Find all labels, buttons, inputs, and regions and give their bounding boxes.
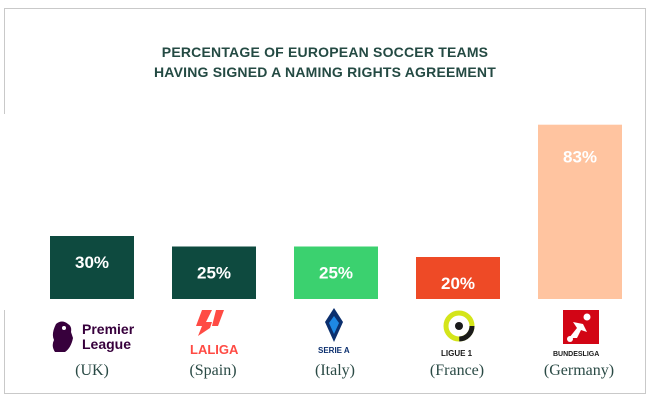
- bundesliga-icon: BUNDESLIGA: [553, 310, 599, 358]
- category-label-spain: (Spain): [189, 362, 237, 379]
- category-label-france: (France): [429, 362, 485, 379]
- bar-value-label-france: 20%: [441, 274, 475, 293]
- bar-spain: [172, 246, 256, 299]
- category-label-uk: (UK): [75, 362, 109, 379]
- category-label-italy: (Italy): [315, 362, 355, 379]
- bar-value-label-germany: 83%: [563, 148, 597, 167]
- ligue-1-icon: LIGUE 1: [441, 310, 475, 358]
- chart-title-line-2: HAVING SIGNED A NAMING RIGHTS AGREEMENT: [154, 64, 496, 80]
- serie-a-text: SERIE A: [318, 346, 350, 355]
- premier-league-logo: Premier League: [52, 318, 142, 354]
- frame-left-border-lower: [4, 310, 5, 394]
- bar-value-label-uk: 30%: [75, 253, 109, 272]
- premier-league-text-line2: League: [82, 336, 131, 352]
- laliga-icon: LALIGA: [190, 310, 239, 357]
- frame-top-border: [4, 8, 646, 9]
- frame-right-border: [645, 8, 646, 394]
- bundesliga-logo: BUNDESLIGA: [553, 308, 609, 360]
- frame-bottom-border: [4, 393, 646, 394]
- bar-uk: [50, 236, 134, 299]
- bar-value-label-italy: 25%: [319, 264, 353, 283]
- ligue-1-text: LIGUE 1: [441, 349, 473, 358]
- bundesliga-text: BUNDESLIGA: [553, 351, 599, 358]
- premier-league-lion-icon: Premier League: [52, 321, 135, 352]
- premier-league-text-line1: Premier: [82, 321, 135, 337]
- serie-a-icon: SERIE A: [318, 308, 350, 355]
- laliga-text: LALIGA: [190, 342, 239, 357]
- bar-france: [416, 257, 500, 299]
- bar-value-label-spain: 25%: [197, 264, 231, 283]
- ligue-1-logo: LIGUE 1: [436, 308, 482, 360]
- category-label-germany: (Germany): [543, 362, 615, 379]
- serie-a-logo: SERIE A: [314, 306, 354, 356]
- chart-title-line-1: PERCENTAGE OF EUROPEAN SOCCER TEAMS: [161, 44, 489, 60]
- bar-italy: [294, 246, 378, 299]
- bar-germany: [538, 124, 622, 299]
- laliga-logo: LALIGA: [186, 306, 246, 358]
- frame-left-border: [4, 8, 5, 114]
